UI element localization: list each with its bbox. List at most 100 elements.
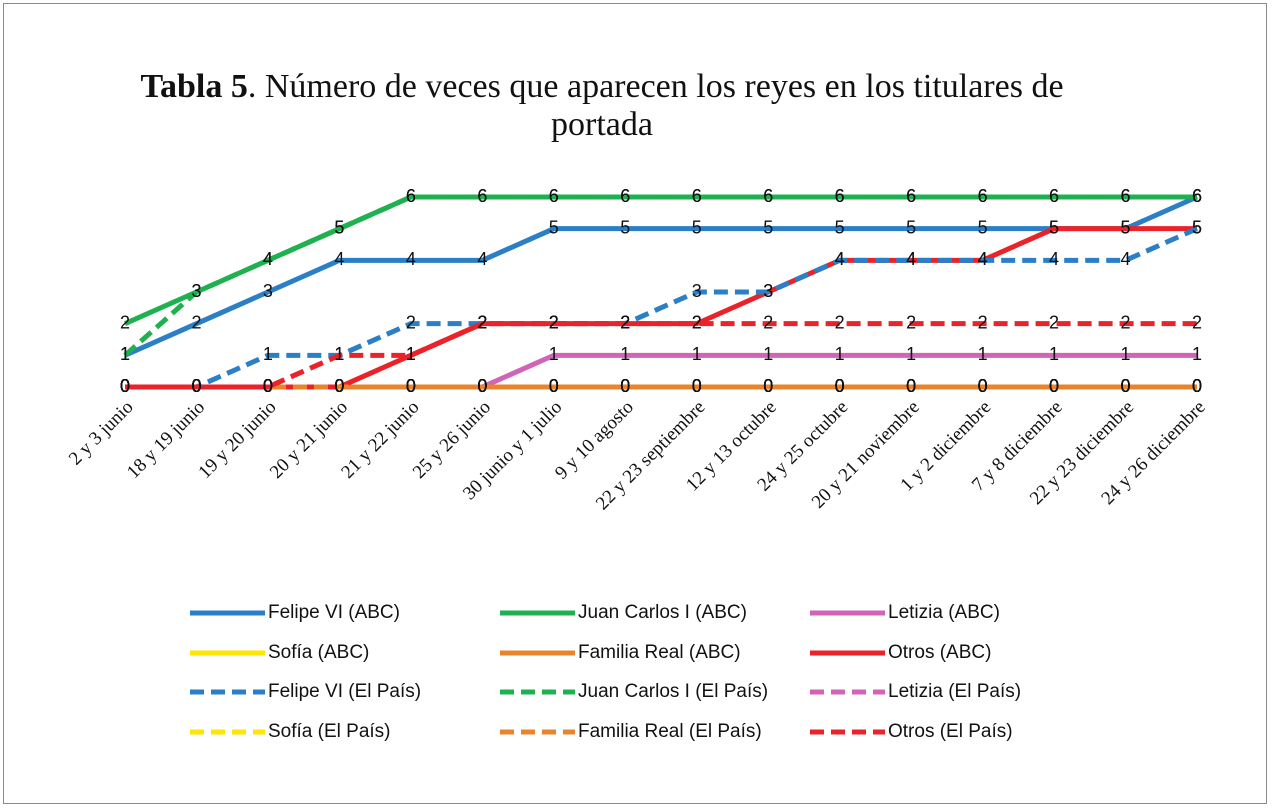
data-label: 0 [406, 376, 416, 396]
data-label: 6 [692, 186, 702, 206]
data-label: 0 [191, 376, 201, 396]
data-label: 6 [978, 186, 988, 206]
data-label: 2 [835, 312, 845, 332]
data-label: 0 [549, 376, 559, 396]
data-label: 0 [263, 376, 273, 396]
data-label: 0 [334, 376, 344, 396]
data-label: 5 [763, 217, 773, 237]
data-label: 0 [906, 376, 916, 396]
data-label: 5 [1192, 217, 1202, 237]
data-label: 6 [477, 186, 487, 206]
legend-label: Otros (ABC) [888, 642, 991, 663]
data-label: 0 [334, 376, 344, 396]
data-label: 6 [1049, 186, 1059, 206]
data-label: 6 [835, 186, 845, 206]
data-label: 5 [835, 217, 845, 237]
data-label: 0 [1121, 376, 1131, 396]
data-label: 0 [477, 376, 487, 396]
data-label: 0 [835, 376, 845, 396]
series-line [125, 352, 1197, 390]
data-label: 2 [477, 312, 487, 332]
data-label: 1 [763, 344, 773, 364]
data-label: 0 [906, 376, 916, 396]
data-label: 0 [763, 376, 773, 396]
data-label: 5 [334, 217, 344, 237]
data-label: 5 [1049, 217, 1059, 237]
data-label: 0 [835, 376, 845, 396]
legend-label: Juan Carlos I (ABC) [578, 602, 747, 623]
data-label: 0 [835, 376, 845, 396]
data-label: 0 [1192, 376, 1202, 396]
series-line [123, 194, 1199, 358]
data-label: 0 [120, 376, 130, 396]
data-label: 0 [334, 376, 344, 396]
data-label: 5 [1192, 217, 1202, 237]
data-label: 2 [191, 312, 201, 332]
data-label: 0 [477, 376, 487, 396]
data-label: 2 [406, 312, 416, 332]
data-label: 0 [334, 376, 344, 396]
data-label: 1 [620, 344, 630, 364]
data-label: 0 [406, 376, 416, 396]
data-label: 6 [1192, 186, 1202, 206]
data-label: 0 [334, 376, 344, 396]
series-line [125, 226, 1199, 390]
data-label: 0 [763, 376, 773, 396]
data-label: 3 [191, 281, 201, 301]
data-label: 1 [549, 344, 559, 364]
data-label: 4 [263, 249, 273, 269]
x-tick-label: 2 y 3 junio [65, 397, 138, 470]
data-label: 0 [692, 376, 702, 396]
data-label: 0 [1049, 376, 1059, 396]
data-label: 0 [120, 376, 130, 396]
data-label: 0 [120, 376, 130, 396]
data-label: 0 [906, 376, 916, 396]
data-label: 0 [1121, 376, 1131, 396]
data-label: 5 [906, 217, 916, 237]
data-label: 2 [549, 312, 559, 332]
data-label: 2 [978, 312, 988, 332]
data-label: 2 [692, 312, 702, 332]
data-label: 0 [263, 376, 273, 396]
legend-label: Sofía (ABC) [268, 642, 369, 663]
legend-label: Familia Real (ABC) [578, 642, 741, 663]
data-label: 6 [1049, 186, 1059, 206]
data-label: 5 [549, 217, 559, 237]
data-label: 4 [978, 249, 988, 269]
data-label: 0 [1049, 376, 1059, 396]
data-label: 2 [549, 312, 559, 332]
data-label: 1 [1049, 344, 1059, 364]
data-label: 0 [1049, 376, 1059, 396]
data-label: 0 [692, 376, 702, 396]
data-label: 1 [120, 344, 130, 364]
data-label: 0 [191, 376, 201, 396]
data-label: 5 [1121, 217, 1131, 237]
data-label: 4 [334, 249, 344, 269]
data-label: 0 [263, 376, 273, 396]
data-label: 0 [334, 376, 344, 396]
data-label: 0 [978, 376, 988, 396]
data-label: 0 [620, 376, 630, 396]
data-label: 0 [120, 376, 130, 396]
data-label: 6 [692, 186, 702, 206]
data-label: 0 [263, 376, 273, 396]
data-label: 0 [263, 376, 273, 396]
chart-title: Tabla 5. Número de veces que aparecen lo… [100, 68, 1104, 144]
title-text: . Número de veces que aparecen los reyes… [247, 68, 1064, 143]
data-label: 0 [406, 376, 416, 396]
data-label: 3 [263, 281, 273, 301]
data-label: 0 [477, 376, 487, 396]
data-label: 5 [692, 217, 702, 237]
data-label: 0 [477, 376, 487, 396]
data-label: 2 [1049, 312, 1059, 332]
legend-label: Otros (El País) [888, 721, 1013, 742]
data-label: 1 [1121, 344, 1131, 364]
data-label: 3 [191, 281, 201, 301]
series-line [125, 321, 1197, 390]
data-label: 6 [978, 186, 988, 206]
data-label: 4 [906, 249, 916, 269]
data-label: 2 [120, 312, 130, 332]
data-label: 0 [406, 376, 416, 396]
data-label: 0 [549, 376, 559, 396]
data-label: 0 [835, 376, 845, 396]
